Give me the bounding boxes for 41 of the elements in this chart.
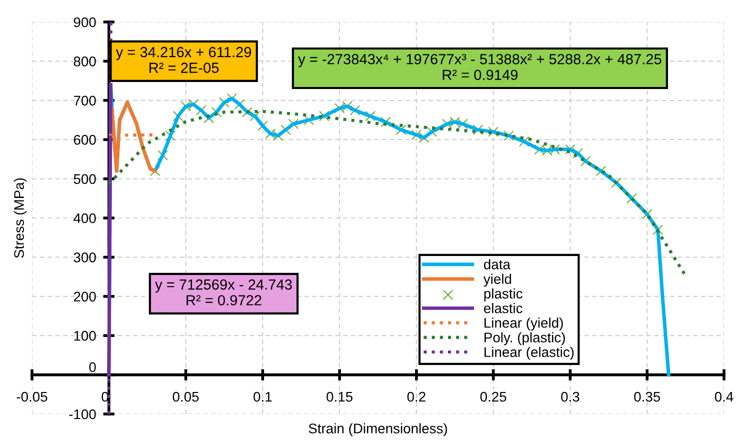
point bbox=[411, 130, 422, 140]
legend-label: data bbox=[484, 259, 510, 270]
point bbox=[504, 130, 514, 141]
point bbox=[318, 110, 330, 122]
x-tick-label: 0.25 bbox=[480, 392, 506, 402]
x-tick-label: -0.05 bbox=[16, 392, 48, 402]
y-tick-label: 800 bbox=[74, 56, 96, 66]
line-series bbox=[110, 100, 157, 173]
x-tick-label: 0.3 bbox=[561, 392, 580, 402]
y-tick-label: 400 bbox=[74, 213, 96, 224]
y-tick-label: 600 bbox=[74, 134, 96, 145]
point bbox=[304, 114, 314, 126]
annotation: y = -273843x⁴ + 197677x³ - 51388x² + 5288.2x + 487.25 R² = 0.9149 bbox=[298, 54, 662, 80]
y-tick-label: 0 bbox=[89, 362, 96, 372]
x-tick-label: 0.35 bbox=[634, 392, 660, 402]
legend-label: yield bbox=[483, 274, 512, 287]
point bbox=[488, 126, 499, 137]
y-tick-label: 900 bbox=[74, 17, 96, 28]
x-tick-label: 0.1 bbox=[254, 392, 272, 402]
point bbox=[472, 124, 484, 136]
legend-label: Linear (elastic) bbox=[484, 346, 574, 360]
legend-label: plastic bbox=[484, 288, 522, 302]
y-tick-label: 700 bbox=[74, 96, 96, 106]
point bbox=[380, 116, 391, 128]
x-tick-label: 0.15 bbox=[326, 392, 352, 402]
y-tick-label: 500 bbox=[74, 174, 96, 184]
y-axis-title: Stress (MPa) bbox=[14, 178, 27, 258]
annotation: y = 712569x - 24.743 R² = 0.9722 bbox=[155, 279, 292, 306]
annotation: y = 34.216x + 611.29 R² = 2E-05 bbox=[116, 46, 252, 73]
legend-label: Linear (yield) bbox=[484, 318, 563, 331]
y-tick-label: 100 bbox=[74, 330, 96, 341]
y-tick-label: 200 bbox=[74, 292, 96, 302]
y-tick-label: -100 bbox=[69, 409, 96, 420]
x-tick-label: 0.2 bbox=[407, 392, 426, 402]
x-tick-label: 0.05 bbox=[172, 392, 199, 402]
legend-label: elastic bbox=[484, 302, 522, 314]
y-tick-label: 300 bbox=[74, 252, 96, 262]
legend-label: Poly. (plastic) bbox=[484, 332, 565, 346]
x-axis-title: Strain (Dimensionless) bbox=[308, 423, 447, 436]
x-tick-label: 0.4 bbox=[714, 392, 734, 402]
point bbox=[365, 110, 376, 122]
